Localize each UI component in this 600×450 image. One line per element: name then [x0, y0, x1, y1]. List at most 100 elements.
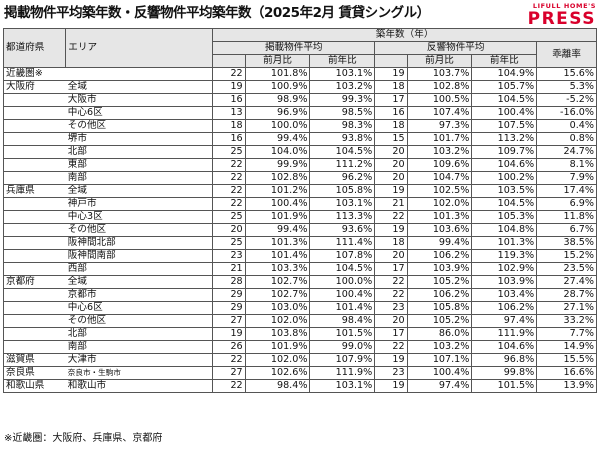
header-region: 都道府県 — [2, 28, 67, 68]
cell-listed-mom: 101.9% — [244, 340, 311, 354]
table-row: 西部 21 103.3% 104.5% 17 103.9% 102.9% 23.5% — [2, 262, 597, 276]
cell-area: 南部 — [65, 171, 214, 185]
cell-prefecture — [2, 288, 66, 302]
cell-response-yoy: 103.5% — [471, 184, 538, 198]
cell-listed-yoy: 99.3% — [309, 93, 376, 107]
cell-gap: 6.9% — [536, 197, 597, 211]
header-response-age — [374, 54, 408, 68]
cell-listed-mom: 101.8% — [244, 67, 311, 81]
cell-response-mom: 107.4% — [406, 106, 473, 120]
cell-area: 全域 — [65, 184, 214, 198]
cell-prefecture: 近畿圏※ — [2, 67, 214, 81]
header-row-2: 掲載物件平均 反響物件平均 乖離率 — [4, 41, 597, 68]
cell-listed-age: 16 — [212, 132, 246, 146]
table-row: 中心6区 29 103.0% 101.4% 23 105.8% 106.2% 27.1% — [2, 301, 597, 315]
cell-response-mom: 86.0% — [406, 327, 473, 341]
cell-response-mom: 97.3% — [406, 119, 473, 133]
cell-response-yoy: 104.9% — [471, 67, 538, 81]
cell-listed-age: 29 — [212, 301, 246, 315]
cell-response-yoy: 104.5% — [471, 197, 538, 211]
table-body: 近畿圏※ 22 101.8% 103.1% 19 103.7% 104.9% 15.6% 大阪府… — [2, 67, 597, 393]
cell-response-yoy: 113.2% — [471, 132, 538, 146]
cell-response-yoy: 103.9% — [471, 275, 538, 289]
cell-response-yoy: 106.2% — [471, 301, 538, 315]
cell-response-yoy: 105.7% — [471, 80, 538, 94]
cell-listed-yoy: 100.0% — [309, 275, 376, 289]
cell-response-age: 15 — [374, 132, 408, 146]
cell-response-mom: 105.8% — [406, 301, 473, 315]
cell-response-yoy: 99.8% — [471, 366, 538, 380]
cell-prefecture — [2, 197, 66, 211]
cell-listed-mom: 104.0% — [244, 145, 311, 159]
cell-listed-age: 22 — [212, 379, 246, 393]
cell-gap: 7.7% — [536, 327, 597, 341]
table-row: 南部 22 102.8% 96.2% 20 104.7% 100.2% 7.9% — [2, 171, 597, 185]
cell-area: 北部 — [65, 327, 214, 341]
cell-response-mom: 103.6% — [406, 223, 473, 237]
cell-listed-yoy: 111.9% — [309, 366, 376, 380]
cell-listed-yoy: 96.2% — [309, 171, 376, 185]
table-row: 阪神間南部 23 101.4% 107.8% 20 106.2% 119.3% 15.2% — [2, 249, 597, 263]
header-age: 築年数（年） — [212, 28, 597, 42]
cell-listed-mom: 102.7% — [244, 275, 311, 289]
cell-listed-age: 21 — [212, 262, 246, 276]
cell-area: 堺市 — [65, 132, 214, 146]
cell-response-age: 18 — [374, 119, 408, 133]
cell-listed-yoy: 98.4% — [309, 314, 376, 328]
cell-listed-mom: 102.0% — [244, 314, 311, 328]
table-row: 阪神間北部 25 101.3% 111.4% 18 99.4% 101.3% 38.5% — [2, 236, 597, 250]
cell-area: 東部 — [65, 158, 214, 172]
cell-listed-yoy: 104.5% — [309, 145, 376, 159]
cell-response-age: 19 — [374, 223, 408, 237]
cell-response-age: 19 — [374, 353, 408, 367]
cell-listed-yoy: 101.4% — [309, 301, 376, 315]
cell-response-mom: 105.2% — [406, 275, 473, 289]
cell-gap: -16.0% — [536, 106, 597, 120]
cell-response-age: 20 — [374, 158, 408, 172]
cell-listed-age: 27 — [212, 314, 246, 328]
header-response-yoy: 前年比 — [471, 54, 538, 68]
cell-gap: 16.6% — [536, 366, 597, 380]
cell-listed-yoy: 98.3% — [309, 119, 376, 133]
cell-prefecture — [2, 119, 66, 133]
cell-response-mom: 106.2% — [406, 288, 473, 302]
header-gap: 乖離率 — [536, 41, 597, 68]
cell-listed-mom: 100.0% — [244, 119, 311, 133]
cell-response-yoy: 97.4% — [471, 314, 538, 328]
cell-area: 西部 — [65, 262, 214, 276]
cell-area: 北部 — [65, 145, 214, 159]
cell-response-yoy: 104.6% — [471, 158, 538, 172]
cell-gap: 8.1% — [536, 158, 597, 172]
cell-listed-mom: 101.2% — [244, 184, 311, 198]
cell-gap: -5.2% — [536, 93, 597, 107]
cell-response-mom: 102.0% — [406, 197, 473, 211]
cell-response-yoy: 111.9% — [471, 327, 538, 341]
cell-response-age: 19 — [374, 379, 408, 393]
cell-response-yoy: 100.4% — [471, 106, 538, 120]
cell-listed-age: 22 — [212, 197, 246, 211]
cell-listed-yoy: 107.8% — [309, 249, 376, 263]
cell-listed-mom: 98.9% — [244, 93, 311, 107]
cell-response-age: 20 — [374, 249, 408, 263]
logo-top-text: LIFULL HOME'S — [532, 2, 596, 10]
cell-prefecture — [2, 210, 66, 224]
cell-gap: 27.1% — [536, 301, 597, 315]
cell-response-mom: 102.8% — [406, 80, 473, 94]
table-row: 北部 19 103.8% 101.5% 17 86.0% 111.9% 7.7% — [2, 327, 597, 341]
cell-prefecture — [2, 132, 66, 146]
table-row: 中心6区 13 96.9% 98.5% 16 107.4% 100.4% -16.0% — [2, 106, 597, 120]
cell-listed-mom: 100.4% — [244, 197, 311, 211]
cell-response-mom: 103.2% — [406, 340, 473, 354]
cell-area: 中心6区 — [65, 301, 214, 315]
cell-listed-age: 18 — [212, 119, 246, 133]
cell-response-age: 16 — [374, 106, 408, 120]
cell-response-mom: 103.2% — [406, 145, 473, 159]
cell-gap: 33.2% — [536, 314, 597, 328]
cell-gap: 15.6% — [536, 67, 597, 81]
table-row: 中心3区 25 101.9% 113.3% 22 101.3% 105.3% 11.8% — [2, 210, 597, 224]
cell-listed-age: 29 — [212, 288, 246, 302]
table-row: 京都市 29 102.7% 100.4% 22 106.2% 103.4% 28.7% — [2, 288, 597, 302]
table-row: 近畿圏※ 22 101.8% 103.1% 19 103.7% 104.9% 15.6% — [2, 67, 597, 81]
cell-prefecture — [2, 249, 66, 263]
cell-prefecture — [2, 301, 66, 315]
